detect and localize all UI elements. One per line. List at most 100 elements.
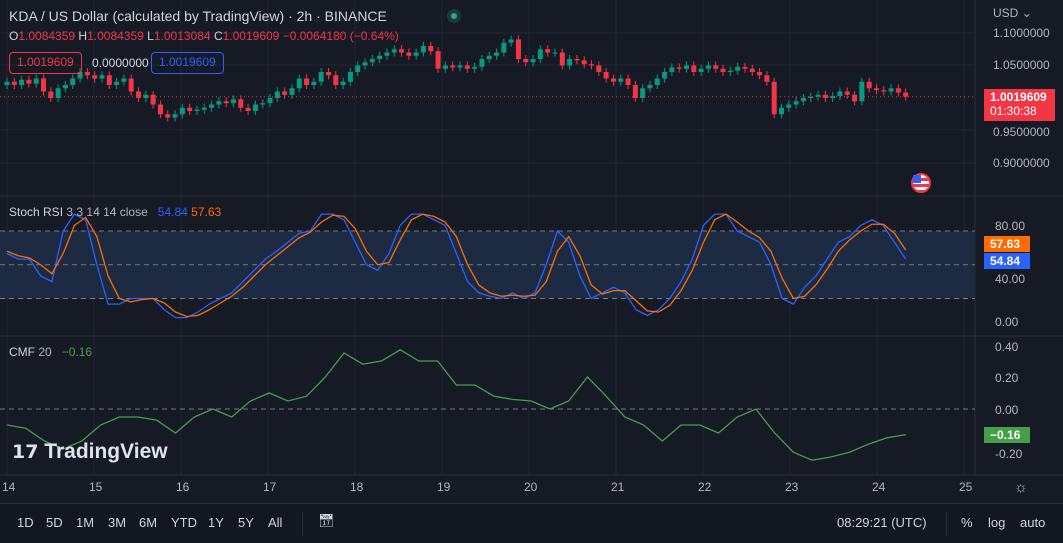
stoch-d-value: 57.63: [191, 205, 222, 219]
rsi-tick: 0.00: [995, 315, 1019, 329]
candle-body: [822, 94, 828, 98]
candle-body: [567, 59, 573, 66]
candle-body: [523, 59, 529, 63]
candle-body: [501, 42, 507, 53]
candle-body: [866, 81, 872, 89]
candle-body: [165, 114, 171, 118]
time-tick: 24: [872, 480, 886, 494]
candle-body: [260, 103, 266, 105]
candle-body: [494, 52, 500, 56]
time-tick: 14: [2, 480, 16, 494]
chart-area[interactable]: KDA / US Dollar (calculated by TradingVi…: [0, 0, 1063, 503]
cmf-tick: 0.00: [995, 403, 1019, 417]
stoch-rsi-legend[interactable]: Stoch RSI 3 3 14 14 close 54.84 57.63: [9, 205, 221, 219]
candle-body: [136, 91, 142, 98]
percent-scale-toggle[interactable]: %: [961, 515, 973, 530]
last-price-tag: 1.0019609 01:30:38: [984, 89, 1055, 121]
candle-body: [84, 72, 90, 76]
price-tick: 1.0500000: [993, 58, 1050, 72]
candle-body: [325, 72, 331, 76]
clock-time[interactable]: 08:29:21 (UTC): [837, 515, 927, 530]
candle-body: [172, 114, 178, 118]
candle-body: [274, 91, 280, 98]
range-ytd[interactable]: YTD: [171, 515, 197, 530]
candle-body: [705, 65, 711, 69]
currency-label: USD: [993, 6, 1019, 20]
candle-body: [201, 107, 207, 110]
price-tick: 0.9500000: [993, 125, 1050, 139]
price-tick: 1.1000000: [993, 26, 1050, 40]
candle-body: [406, 52, 412, 56]
range-1d[interactable]: 1D: [17, 515, 34, 530]
range-3m[interactable]: 3M: [108, 515, 127, 530]
stoch-k-tag: 54.84: [984, 253, 1030, 269]
stoch-d-line: [6, 213, 907, 318]
bottom-toolbar: 1D 5D 1M 3M 6M YTD 1Y 5Y All 📅︎ 08:29:21 (UTC) %…: [0, 503, 1063, 543]
candle-body: [618, 78, 624, 82]
candle-body: [786, 104, 792, 108]
candle-body: [11, 81, 17, 85]
candle-body: [559, 52, 565, 66]
open-value: 1.0084359: [18, 29, 76, 43]
candle-body: [289, 88, 295, 95]
candle-body: [450, 65, 456, 68]
divider: [946, 512, 947, 536]
candle-body: [662, 72, 668, 79]
candle-body: [669, 67, 675, 72]
close-value: 1.0019609: [222, 29, 280, 43]
candle-body: [713, 65, 719, 69]
candle-body: [530, 59, 536, 63]
candle-body: [479, 59, 485, 67]
sell-button[interactable]: 1.0019609: [9, 52, 82, 74]
range-5y[interactable]: 5Y: [238, 515, 254, 530]
candle-body: [296, 78, 302, 89]
change-value: −0.0064180 (−0.64%): [282, 29, 399, 43]
candle-body: [852, 94, 858, 102]
time-tick: 19: [437, 480, 451, 494]
candle-body: [92, 75, 98, 79]
candle-body: [245, 107, 251, 111]
candle-body: [347, 72, 353, 82]
candle-body: [844, 91, 850, 95]
auto-scale-toggle[interactable]: auto: [1020, 515, 1046, 530]
range-all[interactable]: All: [268, 515, 283, 530]
low-value: 1.0013084: [153, 29, 211, 43]
settings-gear-icon[interactable]: ☼: [1014, 479, 1028, 496]
candle-body: [114, 81, 120, 85]
candle-body: [793, 101, 799, 105]
candle-body: [209, 104, 215, 108]
range-6m[interactable]: 6M: [139, 515, 158, 530]
candle-body: [121, 78, 127, 82]
candle-body: [223, 101, 229, 104]
candle-body: [537, 49, 543, 59]
range-1m[interactable]: 1M: [76, 515, 95, 530]
candle-body: [420, 46, 426, 53]
range-5d[interactable]: 5D: [46, 515, 63, 530]
open-label: O: [9, 29, 19, 43]
stoch-k-line: [6, 213, 907, 319]
currency-selector[interactable]: USD ⌄: [993, 6, 1032, 20]
stoch-rsi-label: Stoch RSI: [9, 205, 64, 219]
candle-body: [252, 104, 258, 111]
candle-body: [355, 65, 361, 72]
candle-body: [895, 88, 901, 93]
time-tick: 16: [176, 480, 190, 494]
go-to-date-calendar-icon[interactable]: 📅︎: [318, 513, 335, 528]
candle-body: [33, 78, 39, 84]
candle-body: [574, 59, 580, 61]
market-status-icon: [447, 9, 461, 23]
log-scale-toggle[interactable]: log: [988, 515, 1006, 530]
cmf-tick: 0.40: [995, 340, 1019, 354]
candle-body: [194, 109, 200, 111]
chart-canvas[interactable]: [0, 0, 1063, 503]
candle-body: [333, 75, 339, 85]
cmf-tag: −0.16: [984, 427, 1030, 443]
range-1y[interactable]: 1Y: [208, 515, 224, 530]
tradingview-logo[interactable]: 𝟭𝟳 TradingView: [12, 440, 168, 463]
buy-button[interactable]: 1.0019609: [151, 52, 224, 74]
cmf-legend[interactable]: CMF 20 −0.16: [9, 345, 92, 359]
stoch-d-tag: 57.63: [984, 236, 1030, 252]
candle-body: [508, 39, 514, 43]
us-flag-icon[interactable]: [911, 173, 931, 193]
time-tick: 23: [785, 480, 799, 494]
